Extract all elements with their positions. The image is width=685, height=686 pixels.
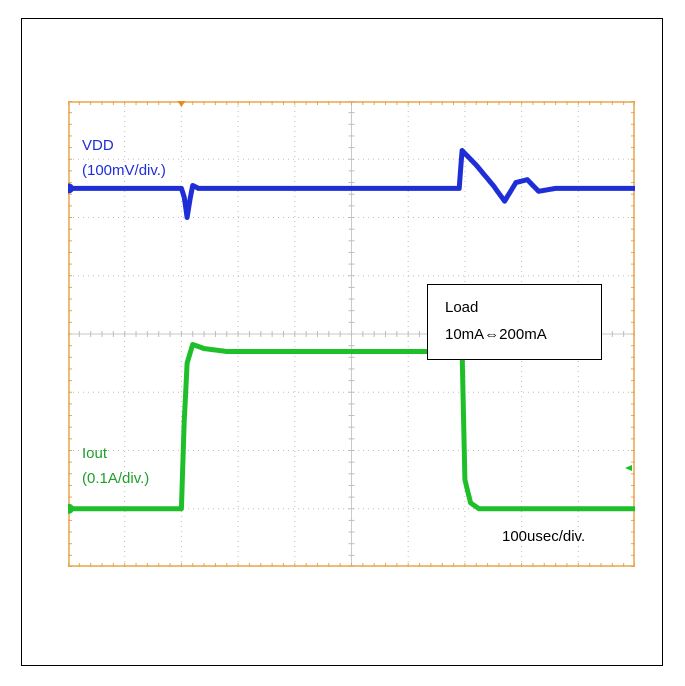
timebase-label: 100usec/div. bbox=[502, 528, 586, 545]
trace-core-iout bbox=[68, 343, 635, 510]
load-range: 10mA⇔200mA bbox=[445, 326, 547, 343]
traces bbox=[66, 148, 637, 512]
iout-scale-label: (0.1A/div.) bbox=[82, 470, 150, 487]
iout-label: Iout bbox=[82, 445, 108, 462]
trigger-level-marker bbox=[625, 464, 632, 471]
oscilloscope-screen: VDD (100mV/div.) Iout (0.1A/div.) bbox=[64, 100, 637, 568]
load-annotation-box: Load 10mA⇔200mA bbox=[427, 284, 602, 360]
channel-marker-vdd bbox=[64, 183, 74, 194]
load-title: Load bbox=[445, 299, 479, 316]
trigger-position-marker bbox=[177, 101, 186, 107]
vdd-scale-label: (100mV/div.) bbox=[82, 162, 166, 179]
channel-marker-iout bbox=[64, 503, 74, 514]
vdd-label: VDD bbox=[82, 137, 114, 154]
scope-plot bbox=[64, 100, 637, 568]
trace-core-vdd bbox=[68, 148, 635, 218]
